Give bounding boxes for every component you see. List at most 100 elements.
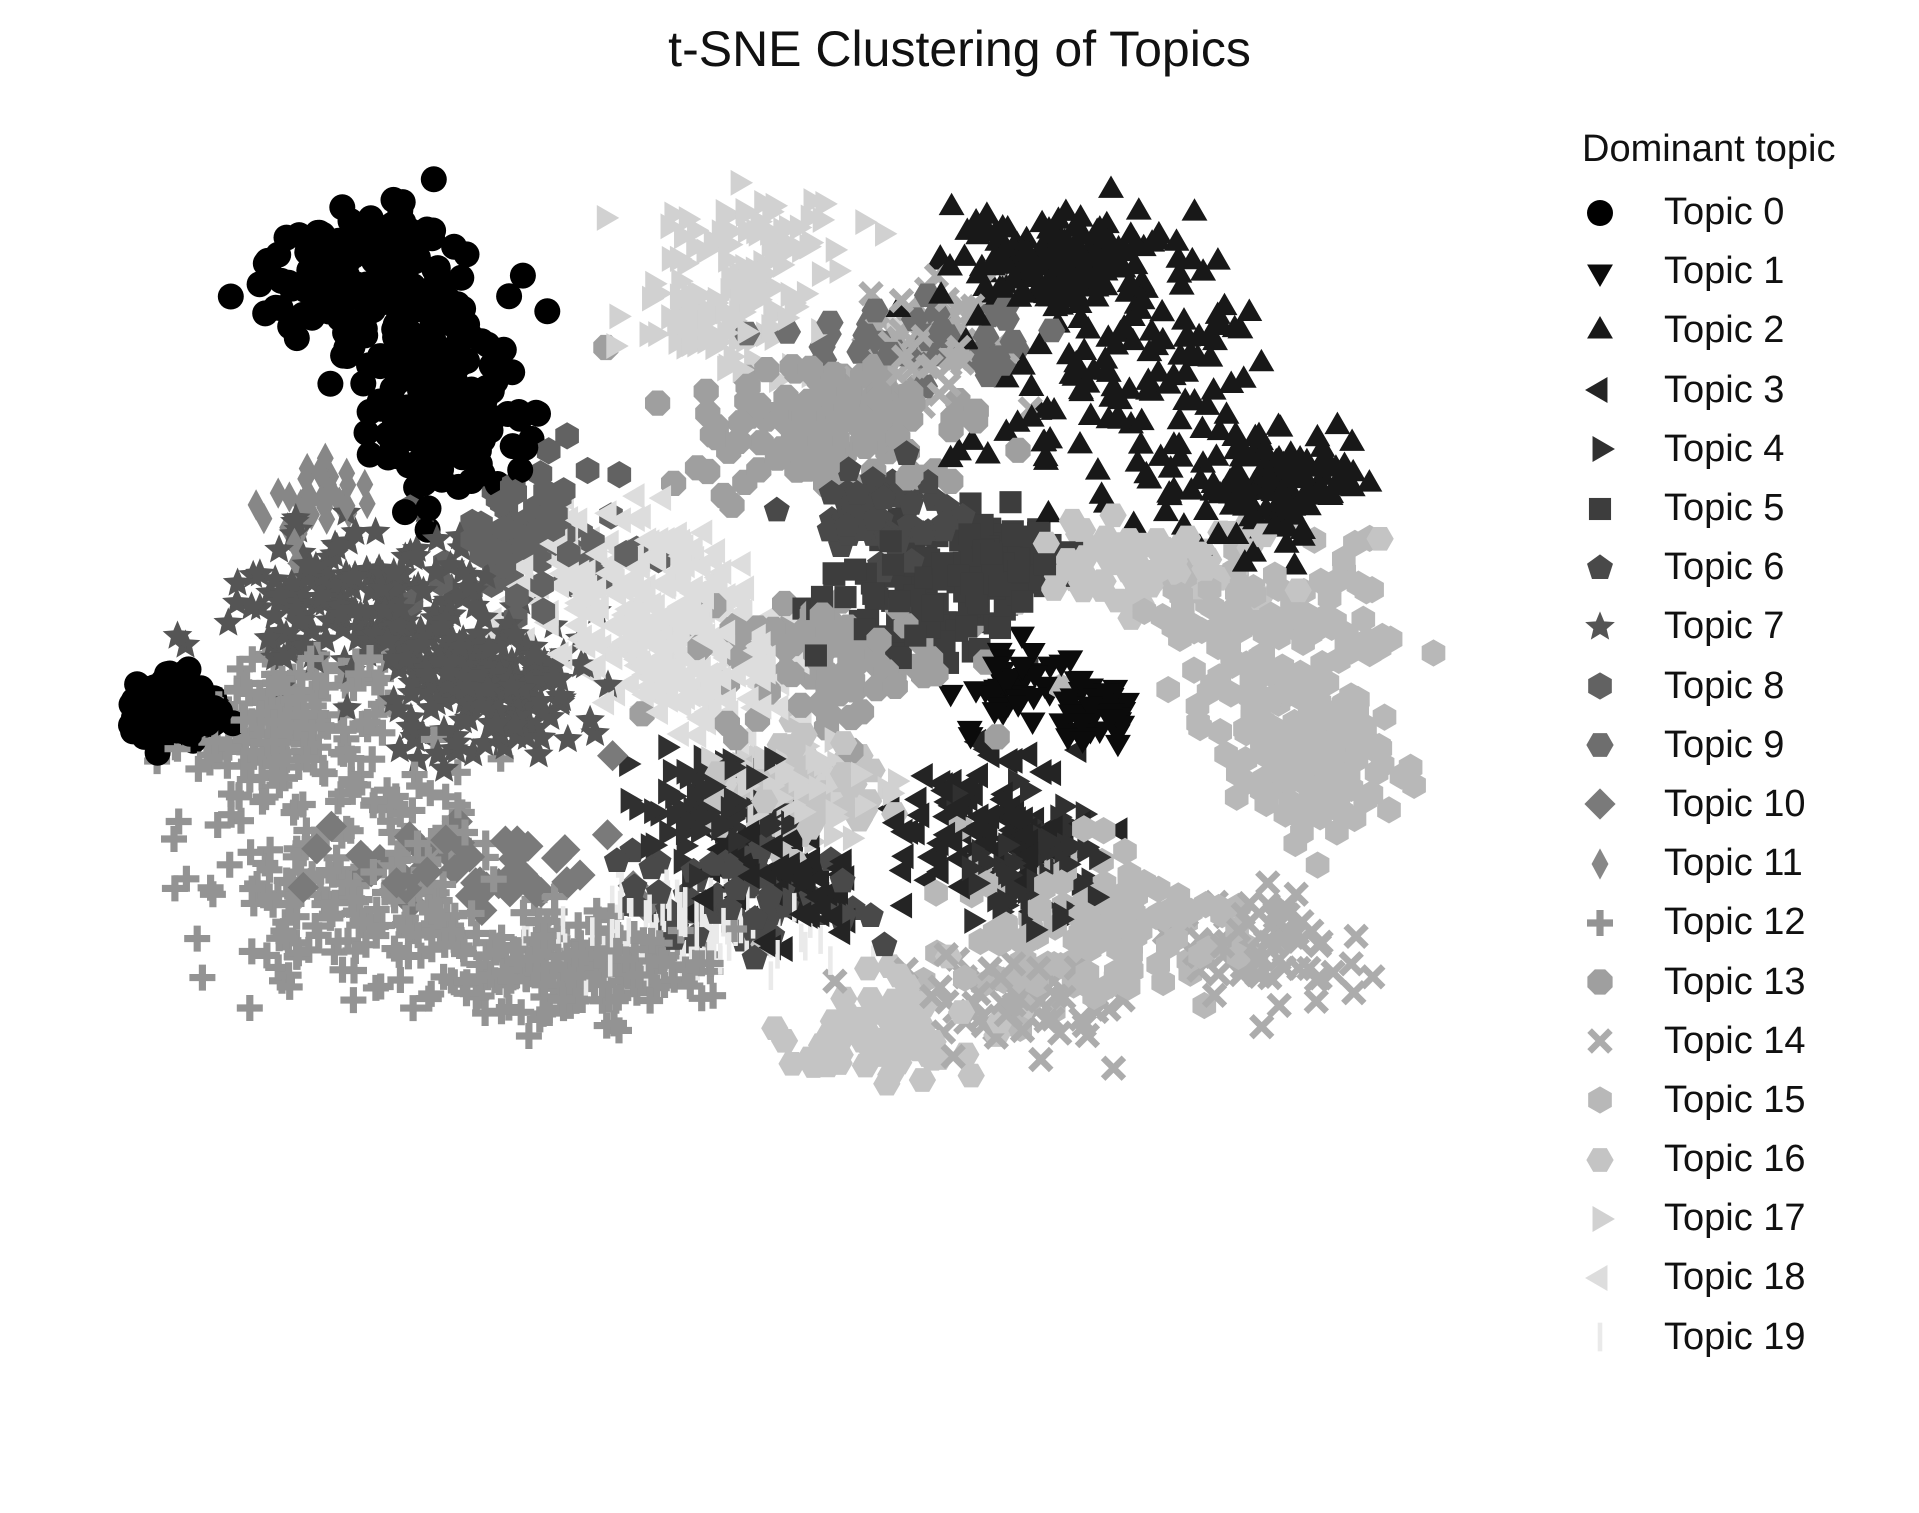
point-topic-17: [805, 744, 829, 771]
point-topic-17: [799, 233, 822, 260]
point-topic-16: [957, 1063, 985, 1088]
point-topic-13: [836, 378, 862, 404]
point-topic-15: [1360, 576, 1384, 604]
point-topic-13: [745, 392, 772, 419]
point-topic-0: [453, 241, 480, 268]
point-topic-15: [1259, 614, 1284, 642]
point-topic-15: [1281, 601, 1306, 630]
legend-label: Topic 7: [1664, 605, 1785, 648]
point-topic-17: [674, 223, 697, 250]
point-topic-15: [1351, 605, 1376, 633]
point-topic-15: [1208, 718, 1233, 746]
point-topic-7: [422, 523, 452, 553]
point-topic-7: [366, 573, 397, 602]
point-topic-3: [930, 777, 953, 804]
point-topic-2: [937, 253, 963, 276]
point-topic-2: [1268, 478, 1295, 501]
point-topic-7: [339, 594, 370, 623]
point-topic-15: [1188, 941, 1212, 969]
point-topic-2: [1111, 313, 1138, 337]
point-topic-13: [719, 492, 745, 518]
point-topic-17: [671, 268, 694, 295]
point-topic-2: [1156, 480, 1183, 503]
point-topic-14: [1306, 932, 1333, 959]
point-topic-3: [1010, 822, 1034, 849]
point-topic-13: [815, 619, 841, 645]
legend-marker-hexagon-icon: [1588, 1086, 1612, 1115]
point-topic-8: [526, 517, 551, 545]
point-topic-0: [370, 256, 397, 283]
point-topic-11: [316, 491, 334, 523]
point-topic-7: [295, 551, 325, 580]
point-topic-8: [492, 515, 517, 543]
point-topic-7: [408, 575, 439, 604]
point-topic-4: [714, 811, 737, 838]
point-topic-2: [1197, 344, 1224, 367]
point-topic-2: [1128, 407, 1155, 431]
point-topic-7: [213, 607, 244, 636]
point-topic-0: [534, 298, 561, 325]
point-topic-18: [683, 722, 707, 749]
point-topic-2: [1251, 436, 1278, 460]
point-topic-17: [609, 303, 632, 330]
point-topic-12: [297, 645, 324, 672]
point-topic-17: [842, 825, 866, 852]
point-topic-7: [370, 594, 400, 623]
point-topic-18: [596, 529, 619, 556]
point-topic-12: [549, 987, 576, 1014]
point-topic-16: [851, 1053, 880, 1078]
point-topic-2: [1163, 228, 1190, 251]
point-topic-11: [280, 481, 298, 513]
point-topic-2: [1308, 449, 1335, 472]
point-topic-0: [154, 661, 180, 688]
point-topic-5: [862, 582, 885, 605]
point-topic-6: [835, 456, 862, 482]
point-topic-0: [415, 495, 442, 522]
legend-label: Topic 9: [1664, 723, 1785, 766]
legend-item-topic-5: Topic 5: [1560, 479, 1905, 538]
point-topic-6: [723, 875, 750, 901]
legend-item-topic-7: Topic 7: [1560, 597, 1905, 656]
point-topic-14: [1343, 923, 1369, 949]
point-topic-7: [429, 753, 459, 782]
point-topic-7: [454, 572, 485, 601]
point-topic-3: [998, 804, 1021, 831]
point-topic-12: [417, 780, 444, 807]
point-topic-12: [199, 881, 226, 908]
point-topic-11: [301, 481, 319, 513]
point-topic-12: [224, 678, 251, 705]
point-topic-15: [1146, 875, 1171, 903]
point-topic-18: [628, 503, 651, 530]
point-topic-18: [653, 573, 676, 600]
point-topic-13: [644, 390, 671, 416]
point-topic-12: [239, 875, 266, 902]
point-topic-15: [952, 964, 977, 992]
legend-marker-vline-icon: [1597, 1322, 1603, 1352]
point-topic-12: [230, 707, 257, 733]
point-topic-12: [585, 918, 612, 945]
point-topic-14: [1047, 1020, 1073, 1046]
point-topic-0: [353, 419, 380, 446]
point-topic-0: [317, 370, 344, 397]
point-topic-16: [947, 1000, 976, 1024]
point-topic-2: [1000, 266, 1027, 289]
point-topic-3: [806, 865, 830, 892]
point-topic-4: [704, 773, 727, 800]
point-topic-12: [638, 927, 665, 954]
point-topic-0: [469, 460, 496, 487]
point-topic-11: [310, 456, 328, 488]
point-topic-2: [1120, 510, 1147, 533]
point-topic-4: [629, 794, 652, 821]
point-topic-7: [384, 734, 415, 763]
point-topic-12: [237, 839, 264, 866]
point-topic-3: [889, 892, 913, 919]
point-topic-12: [302, 664, 329, 691]
point-topic-4: [645, 832, 669, 859]
point-topic-14: [1283, 881, 1309, 907]
point-topic-7: [170, 629, 201, 658]
point-topic-6: [757, 882, 784, 908]
point-topic-7: [458, 738, 489, 767]
point-topic-2: [1230, 365, 1257, 388]
point-topic-12: [261, 728, 287, 755]
point-topic-4: [659, 819, 682, 846]
